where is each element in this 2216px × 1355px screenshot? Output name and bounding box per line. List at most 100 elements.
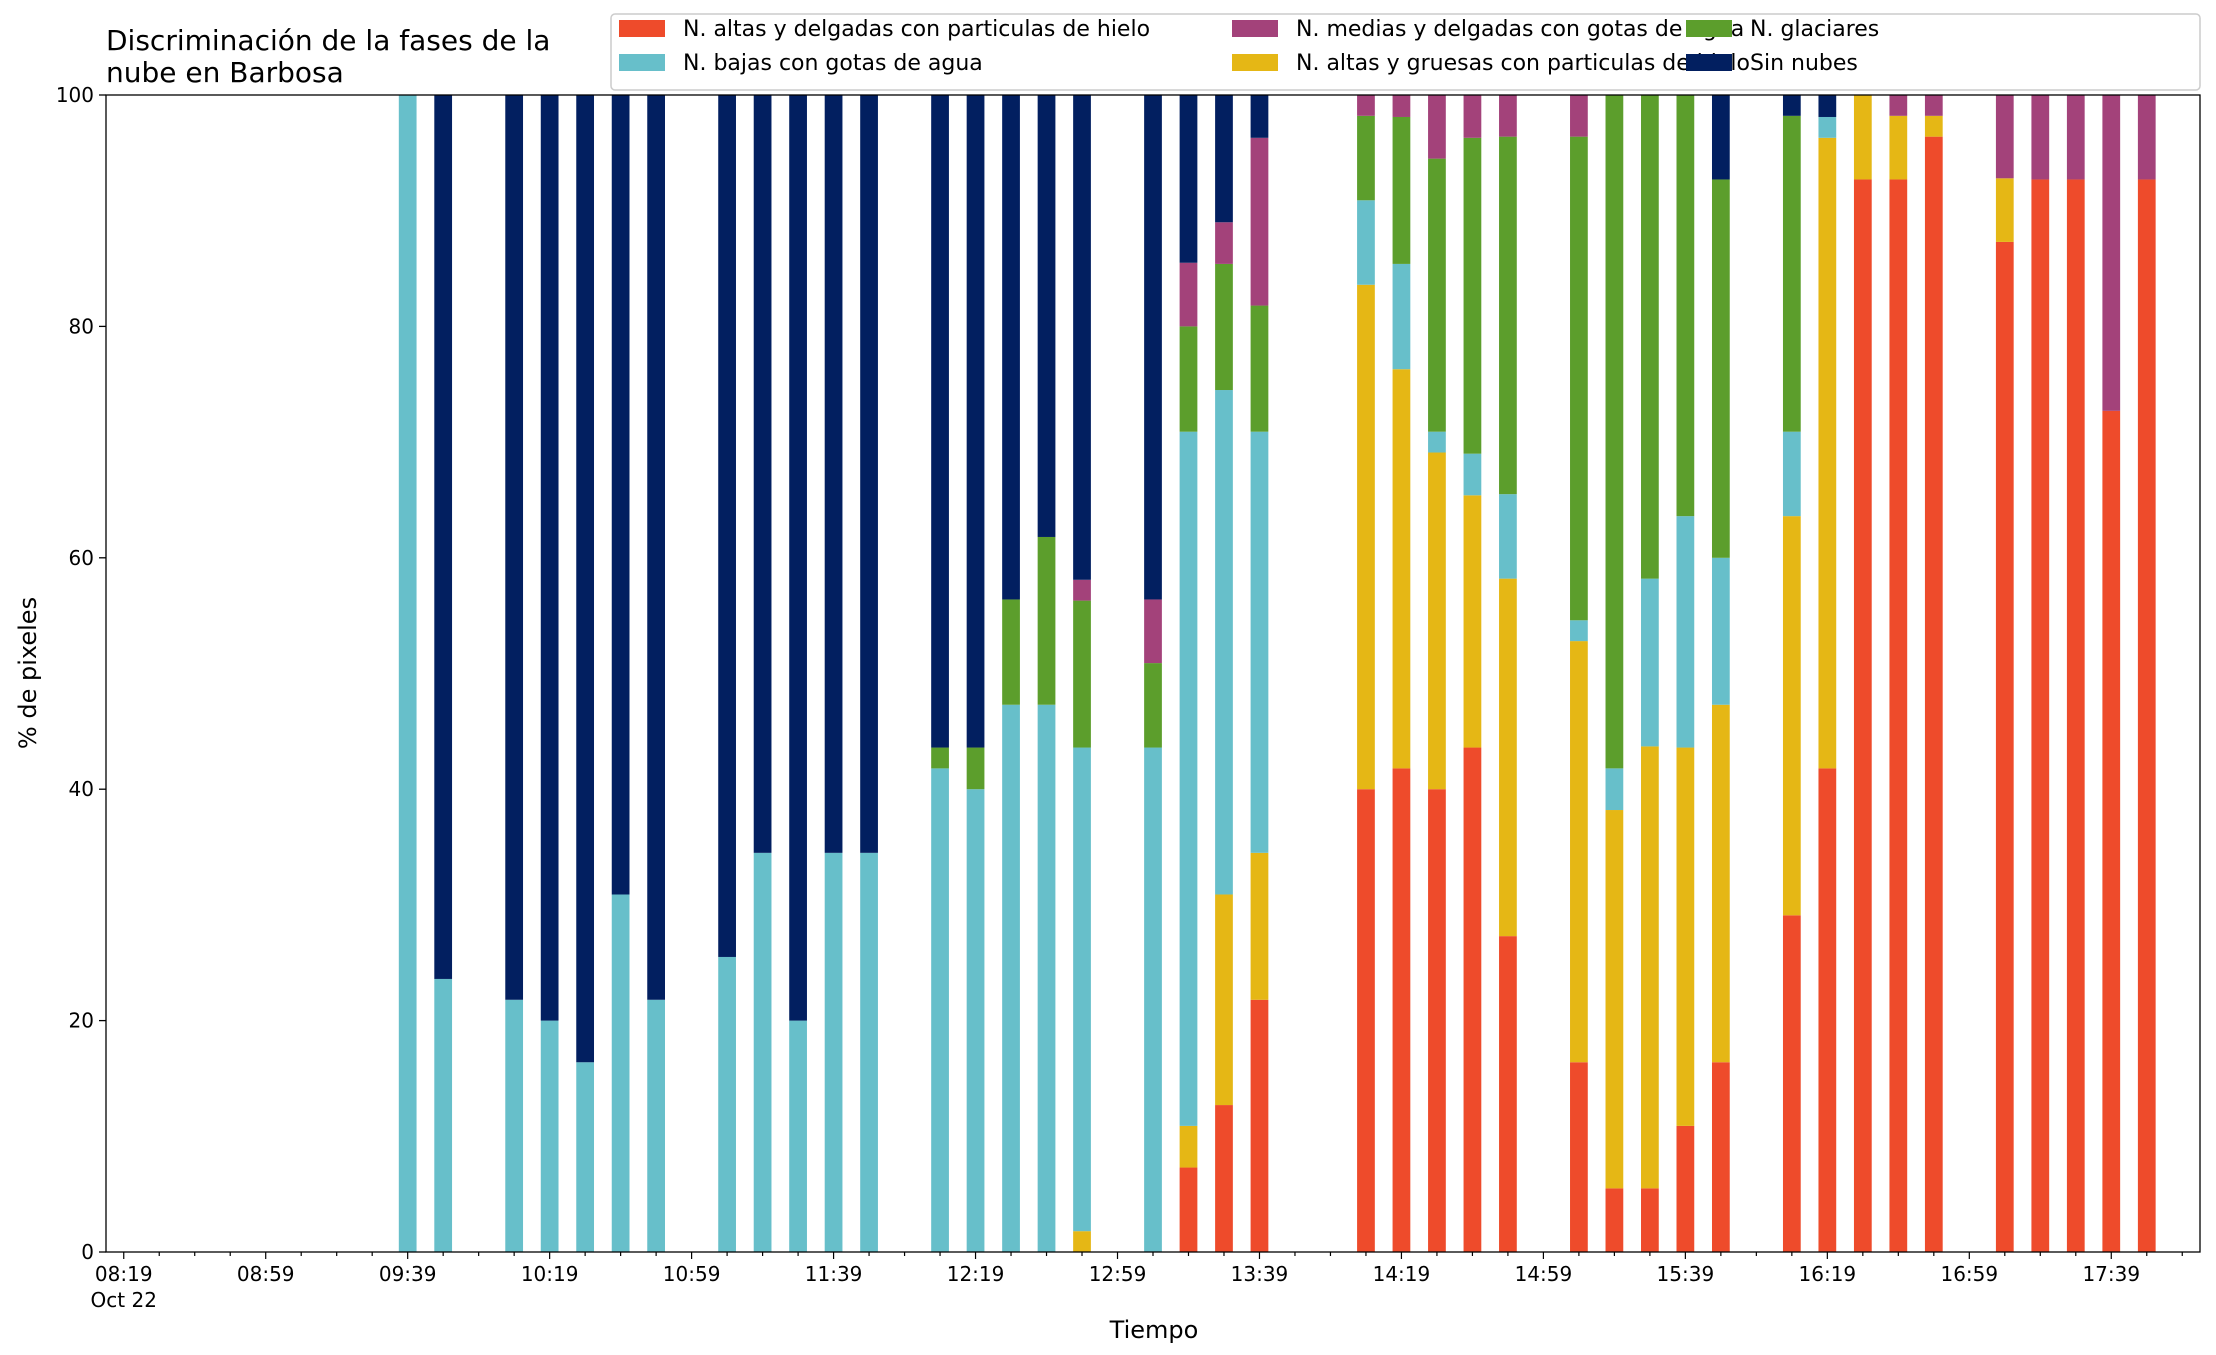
bar-segment-1119-s2 [753, 852, 772, 1252]
bar-segment-1429-s3 [1428, 158, 1446, 432]
bar-segment-1449-s0 [1499, 936, 1517, 1252]
bar-segment-1309-s3 [1144, 663, 1162, 748]
bar-segment-1549-s5 [1711, 95, 1730, 180]
bar-segment-1549-s1 [1711, 704, 1730, 1063]
bar-segment-1029-s2 [576, 1062, 595, 1252]
bar-segment-1229-s5 [1002, 95, 1020, 600]
bar-segment-1339-s1 [1250, 852, 1269, 1000]
bar-segment-1419-s4 [1392, 95, 1411, 117]
bar-segment-1529-s1 [1641, 746, 1659, 1189]
bar-segment-1609-s1 [1782, 516, 1801, 916]
y-axis-label: % de pixeles [14, 597, 42, 749]
legend-label-2: N. bajas con gotas de agua [683, 51, 983, 76]
bar-segment-1239-s2 [1037, 704, 1056, 1252]
bar-segment-1249-s2 [1073, 747, 1091, 1232]
bar-segment-1439-s0 [1463, 747, 1482, 1252]
y-tick-label-40: 40 [69, 777, 94, 801]
legend-label-1: N. altas y gruesas con particulas de hie… [1296, 51, 1750, 76]
bar-segment-1619-s0 [1818, 768, 1837, 1252]
bar-segment-1119-s5 [753, 95, 772, 853]
legend-swatch-5 [1686, 54, 1732, 71]
bar-segment-1509-s3 [1570, 136, 1588, 621]
bar-segment-1509-s0 [1570, 1062, 1588, 1252]
bar-segment-1549-s3 [1711, 179, 1730, 558]
y-tick-label-60: 60 [69, 546, 94, 570]
bar-segment-1329-s3 [1215, 263, 1233, 391]
bar-segment-1529-s0 [1641, 1188, 1659, 1252]
bar-segment-1109-s2 [718, 956, 736, 1252]
legend-swatch-3 [1686, 20, 1732, 37]
x-tick-label-1059: 10:59 [663, 1262, 721, 1286]
bar-segment-1329-s0 [1215, 1105, 1233, 1252]
bar-segment-1149-s5 [860, 95, 878, 853]
x-axis-label: Tiempo [1109, 1316, 1199, 1344]
bar-segment-1429-s1 [1428, 452, 1446, 790]
bar-segment-1619-s1 [1818, 137, 1837, 769]
bar-segment-1409-s3 [1357, 115, 1375, 201]
bar-segment-1129-s2 [789, 1020, 807, 1252]
bar-segment-1609-s2 [1782, 431, 1801, 517]
bar-segment-1439-s1 [1463, 495, 1482, 748]
x-tick-date-label: Oct 22 [91, 1288, 157, 1312]
bar-segment-1309-s2 [1144, 747, 1162, 1252]
bar-segment-1739-s4 [2102, 95, 2121, 411]
bar-segment-0939-s2 [398, 95, 417, 1252]
bar-segment-1629-s0 [1853, 179, 1872, 1253]
bar-segment-1329-s5 [1215, 95, 1233, 223]
bar-segment-1229-s3 [1002, 599, 1020, 705]
legend-label-3: N. glaciares [1750, 17, 1879, 42]
bar-segment-1629-s1 [1853, 95, 1872, 180]
bar-segment-1249-s3 [1073, 600, 1091, 748]
x-tick-label-1339: 13:39 [1231, 1262, 1289, 1286]
bar-segment-1029-s5 [576, 95, 595, 1063]
bar-segment-1609-s0 [1782, 915, 1801, 1252]
bar-segment-1219-s3 [966, 747, 985, 790]
bar-segment-1319-s1 [1179, 1125, 1198, 1168]
bar-segment-1509-s1 [1570, 641, 1588, 1063]
bar-segment-1509-s4 [1570, 95, 1588, 137]
bar-segment-1209-s5 [931, 95, 949, 748]
x-tick-label-1139: 11:39 [805, 1262, 863, 1286]
bar-segment-1339-s5 [1250, 95, 1269, 138]
bar-segment-1419-s1 [1392, 369, 1411, 769]
bar-segment-1319-s4 [1179, 262, 1198, 327]
bar-segment-1229-s2 [1002, 704, 1020, 1252]
bar-segment-1609-s5 [1782, 95, 1801, 116]
bar-segment-1219-s5 [966, 95, 985, 748]
bar-segment-1429-s2 [1428, 431, 1446, 453]
bar-segment-1419-s2 [1392, 263, 1411, 370]
legend-swatch-0 [619, 20, 665, 37]
bar-segment-1309-s4 [1144, 599, 1162, 664]
bar-segment-1339-s2 [1250, 431, 1269, 853]
x-tick-label-1019: 10:19 [521, 1262, 579, 1286]
bar-segment-1439-s2 [1463, 453, 1482, 496]
bar-segment-1249-s4 [1073, 579, 1091, 601]
bar-segment-1209-s3 [931, 747, 949, 769]
bar-segment-0949-s2 [434, 978, 453, 1252]
legend-label-0: N. altas y delgadas con particulas de hi… [683, 17, 1150, 42]
bar-segment-1339-s0 [1250, 999, 1269, 1252]
legend-swatch-1 [1232, 54, 1278, 71]
bar-segment-1449-s3 [1499, 136, 1517, 495]
bar-segment-1519-s0 [1605, 1188, 1624, 1252]
bar-segment-1619-s5 [1818, 95, 1837, 117]
x-tick-label-1419: 14:19 [1373, 1262, 1431, 1286]
bar-segment-1219-s2 [966, 789, 985, 1252]
legend-swatch-4 [1232, 20, 1278, 37]
bar-segment-1449-s1 [1499, 578, 1517, 937]
bar-segment-1509-s2 [1570, 620, 1588, 642]
bar-segment-1729-s0 [2066, 179, 2085, 1253]
bar-segment-1519-s2 [1605, 768, 1624, 811]
bar-segment-1719-s4 [2031, 95, 2050, 180]
x-tick-label-1539: 15:39 [1657, 1262, 1715, 1286]
bar-segment-1749-s4 [2137, 95, 2156, 180]
bar-segment-1449-s2 [1499, 494, 1517, 579]
bar-segment-1719-s0 [2031, 179, 2050, 1253]
bar-segment-1529-s3 [1641, 95, 1659, 579]
x-tick-label-1219: 12:19 [947, 1262, 1005, 1286]
bar-segment-1039-s2 [611, 894, 630, 1252]
bar-segment-1639-s4 [1889, 95, 1908, 116]
bar-segment-1239-s3 [1037, 536, 1056, 705]
bar-segment-1739-s0 [2102, 410, 2121, 1252]
bars-layer [398, 95, 2156, 1253]
